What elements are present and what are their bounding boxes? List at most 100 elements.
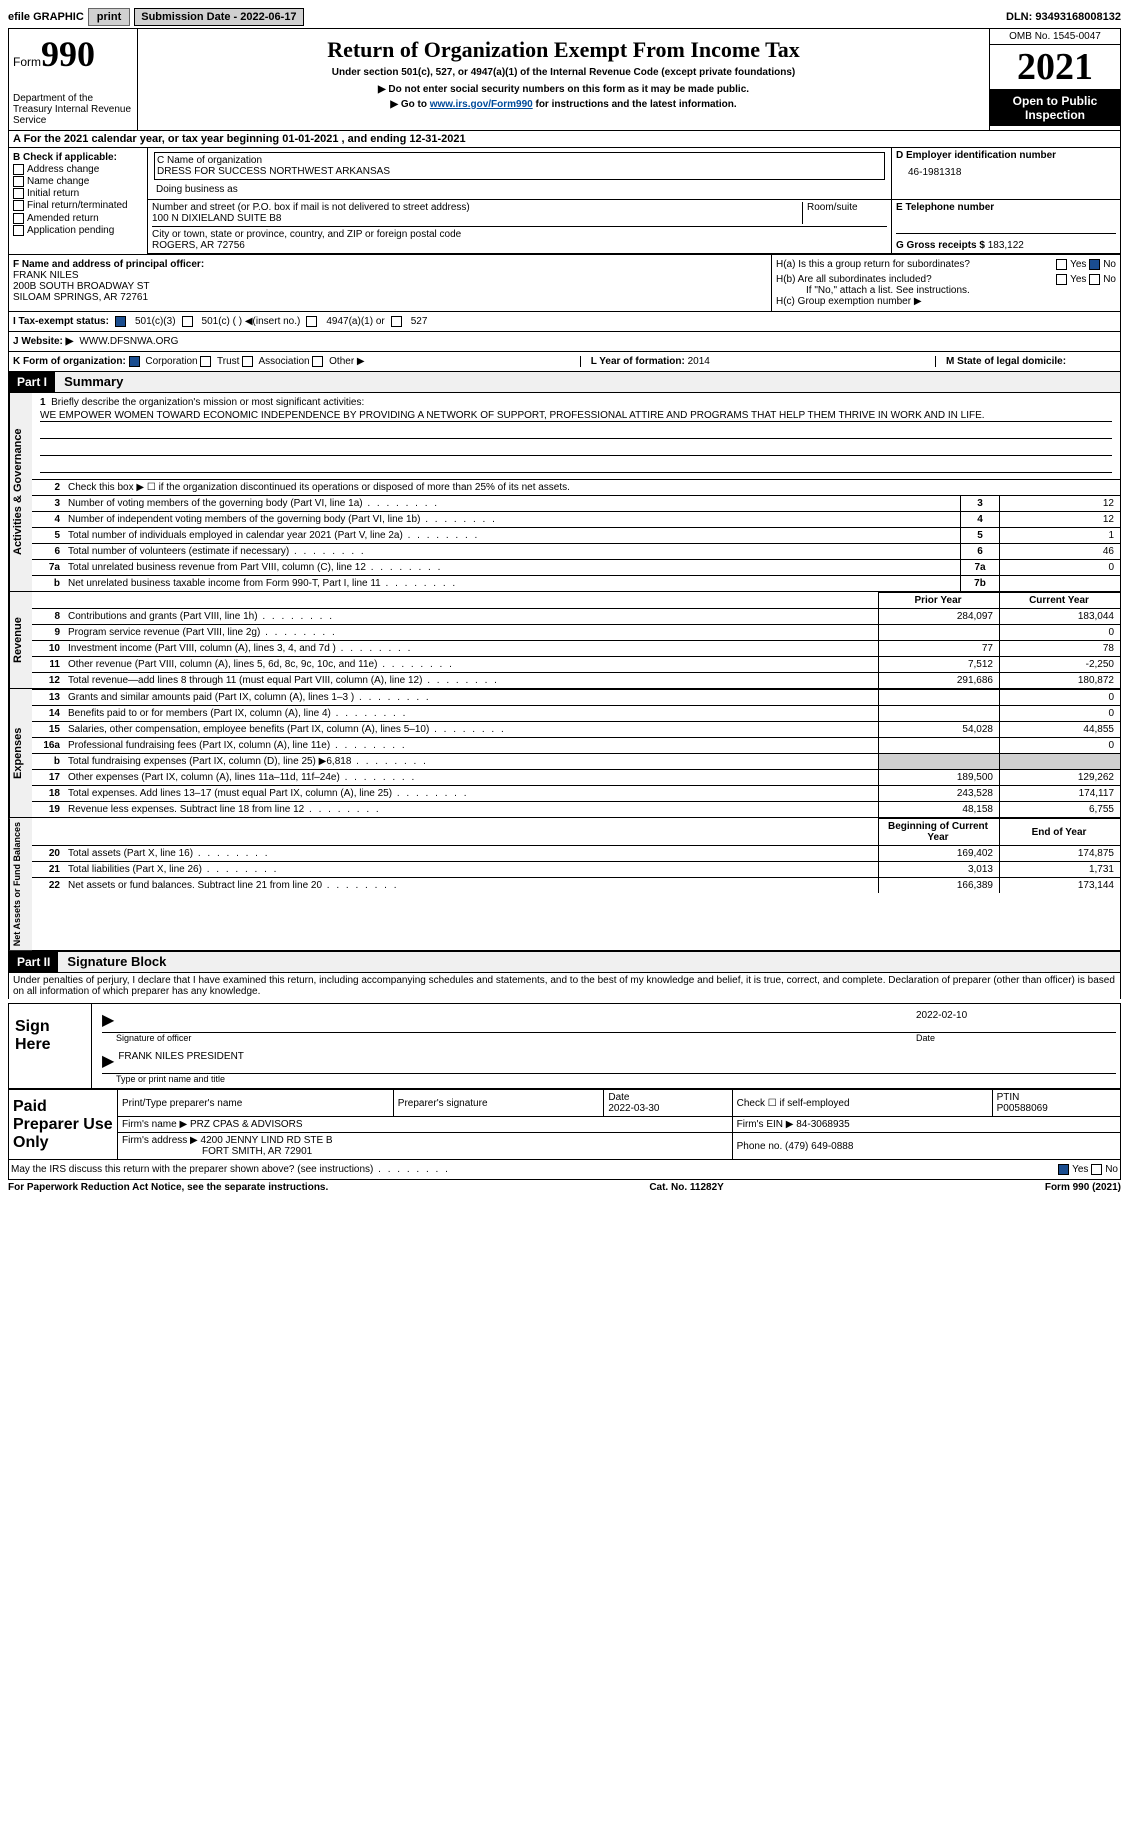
block-c-name: C Name of organization DRESS FOR SUCCESS…	[148, 148, 891, 199]
tax-year-end: 12-31-2021	[409, 133, 465, 145]
hb-label: H(b) Are all subordinates included?	[776, 274, 932, 285]
chk-501c3[interactable]	[115, 316, 126, 327]
block-cd: C Name of organization DRESS FOR SUCCESS…	[148, 148, 1120, 254]
chk-final[interactable]: Final return/terminated	[13, 200, 143, 211]
sign-block: Sign Here ▶ 2022-02-10 Signature of offi…	[8, 1003, 1121, 1089]
submission-date-box: Submission Date - 2022-06-17	[134, 8, 303, 26]
table-row: 21Total liabilities (Part X, line 26)3,0…	[32, 862, 1120, 878]
form-foot: Form 990 (2021)	[1045, 1182, 1121, 1193]
hdr-current: Current Year	[1000, 593, 1121, 609]
arrow-icon: ▶	[102, 1010, 114, 1030]
dln-label: DLN:	[1006, 11, 1035, 23]
officer-addr2: SILOAM SPRINGS, AR 72761	[13, 292, 767, 303]
mission-block: 1 Briefly describe the organization's mi…	[32, 393, 1120, 479]
state-domicile: M State of legal domicile:	[935, 356, 1116, 367]
exp-table: 13Grants and similar amounts paid (Part …	[32, 689, 1120, 817]
part1-label: Part I	[9, 372, 55, 392]
irs-link[interactable]: www.irs.gov/Form990	[430, 99, 533, 110]
street-label: Number and street (or P.O. box if mail i…	[152, 202, 798, 213]
paperwork-notice: For Paperwork Reduction Act Notice, see …	[8, 1182, 328, 1193]
org-name-label: C Name of organization	[157, 155, 882, 166]
table-row: 7aTotal unrelated business revenue from …	[32, 560, 1120, 576]
table-row: 13Grants and similar amounts paid (Part …	[32, 690, 1120, 706]
phone-label: E Telephone number	[896, 202, 1116, 234]
dept-label: Department of the Treasury Internal Reve…	[13, 93, 133, 126]
table-row: 18Total expenses. Add lines 13–17 (must …	[32, 786, 1120, 802]
inspection-label: Open to Public Inspection	[990, 90, 1120, 126]
officer-name: FRANK NILES	[13, 270, 767, 281]
check-self: Check ☐ if self-employed	[732, 1090, 992, 1117]
subtitle: Under section 501(c), 527, or 4947(a)(1)…	[146, 67, 981, 78]
block-d-ein: D Employer identification number 46-1981…	[891, 148, 1120, 199]
prep-date: 2022-03-30	[608, 1103, 659, 1114]
table-row: 8Contributions and grants (Part VIII, li…	[32, 609, 1120, 625]
sub-date-value: 2022-06-17	[240, 11, 296, 23]
table-row: 14Benefits paid to or for members (Part …	[32, 706, 1120, 722]
firm-ein: 84-3068935	[796, 1119, 849, 1130]
firm-name: PRZ CPAS & ADVISORS	[190, 1119, 303, 1130]
header-center: Return of Organization Exempt From Incom…	[138, 29, 989, 130]
sub-date-label: Submission Date -	[141, 11, 240, 23]
top-bar: efile GRAPHIC print Submission Date - 20…	[8, 8, 1121, 26]
firm-addr1: 4200 JENNY LIND RD STE B	[201, 1135, 333, 1146]
goto-post: for instructions and the latest informat…	[533, 99, 737, 110]
hc-label: H(c) Group exemption number ▶	[776, 296, 1116, 307]
part2-header: Part II Signature Block	[8, 951, 1121, 973]
table-row: 9Program service revenue (Part VIII, lin…	[32, 625, 1120, 641]
print-button[interactable]: print	[88, 8, 130, 26]
table-row: 6Total number of volunteers (estimate if…	[32, 544, 1120, 560]
form-header: Form990 Department of the Treasury Inter…	[8, 28, 1121, 130]
row-i: I Tax-exempt status: 501(c)(3) 501(c) ( …	[8, 312, 1121, 332]
chk-name[interactable]: Name change	[13, 176, 143, 187]
table-row: 10Investment income (Part VIII, column (…	[32, 641, 1120, 657]
part1-header: Part I Summary	[8, 372, 1121, 393]
city-label: City or town, state or province, country…	[152, 229, 887, 240]
declaration: Under penalties of perjury, I declare th…	[8, 973, 1121, 999]
table-row: 20Total assets (Part X, line 16)169,4021…	[32, 846, 1120, 862]
table-row: 11Other revenue (Part VIII, column (A), …	[32, 657, 1120, 673]
form-label: Form	[13, 55, 41, 69]
form-title: Return of Organization Exempt From Incom…	[146, 37, 981, 63]
block-b-header: B Check if applicable:	[13, 152, 143, 163]
block-h: H(a) Is this a group return for subordin…	[772, 255, 1120, 311]
ptin: P00588069	[997, 1103, 1048, 1114]
ssn-warning: ▶ Do not enter social security numbers o…	[146, 84, 981, 95]
discuss-yes[interactable]	[1058, 1164, 1069, 1175]
table-row: 19Revenue less expenses. Subtract line 1…	[32, 802, 1120, 818]
typed-name: FRANK NILES PRESIDENT	[118, 1051, 244, 1071]
chk-initial[interactable]: Initial return	[13, 188, 143, 199]
ein-label: D Employer identification number	[896, 150, 1116, 161]
table-row: 12Total revenue—add lines 8 through 11 (…	[32, 673, 1120, 689]
chk-amended[interactable]: Amended return	[13, 213, 143, 224]
row-k: K Form of organization: Corporation Trus…	[8, 352, 1121, 372]
row-fh: F Name and address of principal officer:…	[8, 255, 1121, 312]
dba-label: Doing business as	[152, 182, 887, 197]
vert-exp: Expenses	[9, 689, 32, 817]
gross-label: G Gross receipts $	[896, 240, 988, 251]
tax-year-begin: 01-01-2021	[282, 133, 338, 145]
sig-date: 2022-02-10	[916, 1010, 1116, 1030]
dln-value: 93493168008132	[1035, 11, 1121, 23]
table-row: 22Net assets or fund balances. Subtract …	[32, 878, 1120, 894]
website-label: J Website: ▶	[13, 336, 73, 347]
table-row: 5Total number of individuals employed in…	[32, 528, 1120, 544]
prep-name-label: Print/Type preparer's name	[118, 1090, 394, 1117]
arrow-icon: ▶	[102, 1051, 114, 1071]
chk-corp[interactable]	[129, 356, 140, 367]
ha-no-checked[interactable]	[1089, 259, 1100, 270]
table-row: 16aProfessional fundraising fees (Part I…	[32, 738, 1120, 754]
vert-gov: Activities & Governance	[9, 393, 32, 591]
org-name: DRESS FOR SUCCESS NORTHWEST ARKANSAS	[157, 166, 882, 177]
summary-governance: Activities & Governance 1 Briefly descri…	[8, 393, 1121, 592]
vert-net: Net Assets or Fund Balances	[9, 818, 32, 950]
q2-text: Check this box ▶ ☐ if the organization d…	[64, 480, 1120, 496]
section-a-mid: , and ending	[338, 133, 409, 145]
goto-pre: ▶ Go to	[390, 99, 429, 110]
discuss-yesno: Yes No	[1058, 1164, 1118, 1175]
table-row: 15Salaries, other compensation, employee…	[32, 722, 1120, 738]
chk-pending[interactable]: Application pending	[13, 225, 143, 236]
chk-address[interactable]: Address change	[13, 164, 143, 175]
hdr-begin: Beginning of Current Year	[879, 819, 1000, 846]
section-a: A For the 2021 calendar year, or tax yea…	[8, 130, 1121, 148]
sign-content: ▶ 2022-02-10 Signature of officer Date ▶…	[92, 1004, 1120, 1088]
